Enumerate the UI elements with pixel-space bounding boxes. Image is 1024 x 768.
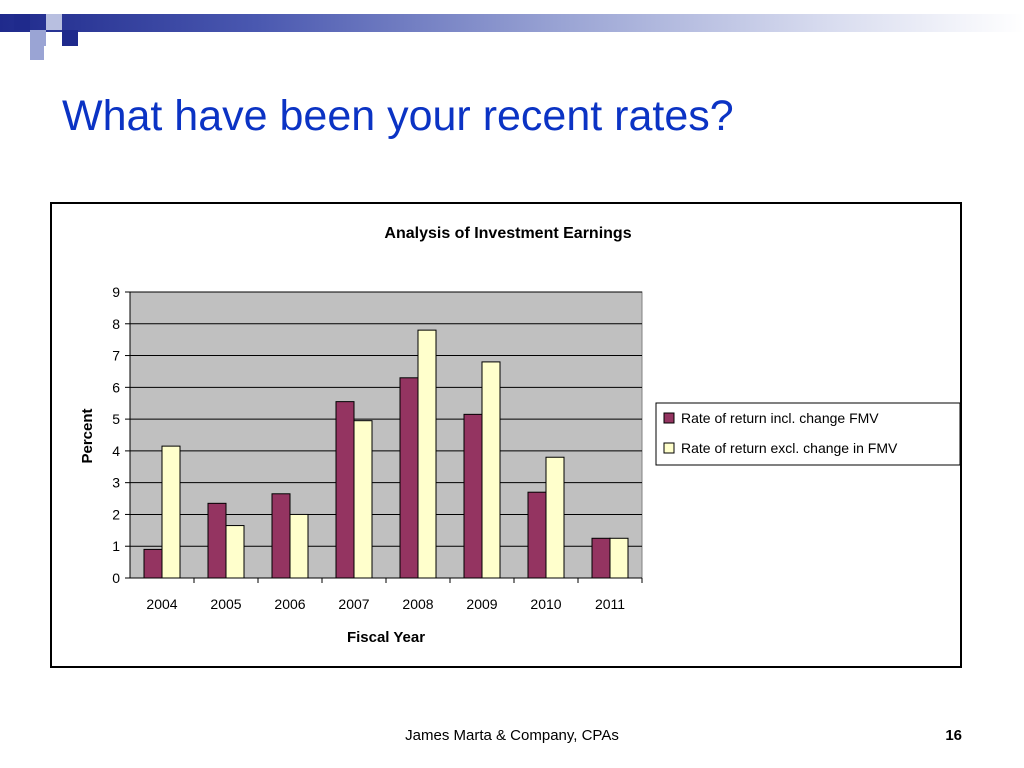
decoration-square-light-1 [30, 30, 46, 46]
bar-incl-2010 [527, 491, 547, 579]
x-axis-label: Fiscal Year [347, 629, 425, 646]
legend-label-excl: Rate of return excl. change in FMV [681, 440, 898, 456]
bar-incl-2011 [591, 537, 611, 579]
bar-excl-2005 [225, 525, 245, 579]
y-tick-label-7: 7 [112, 348, 120, 364]
bar-excl-2011 [609, 537, 629, 579]
y-tick-label-3: 3 [112, 475, 120, 491]
y-tick-label-1: 1 [112, 538, 120, 554]
title-decoration-bar [0, 14, 1024, 32]
y-tick-label-8: 8 [112, 316, 120, 332]
bar-excl-2004 [161, 445, 181, 579]
y-tick-label-0: 0 [112, 570, 120, 586]
x-tick-label-2008: 2008 [402, 596, 433, 612]
legend-label-incl: Rate of return incl. change FMV [681, 410, 879, 426]
x-tick-label-2010: 2010 [530, 596, 561, 612]
x-tick-label-2011: 2011 [595, 596, 625, 612]
plot-area [129, 291, 643, 579]
decoration-square-light-3 [30, 46, 44, 60]
y-tick-label-9: 9 [112, 284, 120, 300]
bar-excl-2006 [289, 513, 309, 579]
legend-swatch-incl [663, 412, 675, 424]
bar-incl-2009 [463, 413, 483, 579]
bar-excl-2009 [481, 361, 501, 579]
bar-excl-2007 [353, 420, 373, 579]
bar-incl-2007 [335, 401, 355, 579]
bar-incl-2005 [207, 502, 227, 579]
x-tick-label-2007: 2007 [338, 596, 369, 612]
bar-excl-2010 [545, 456, 565, 579]
chart-frame: Analysis of Investment Earnings 0 1 2 3 4 5 6 7 8… [50, 202, 962, 668]
bar-excl-2008 [417, 329, 437, 579]
decoration-square-dark-1 [14, 14, 30, 30]
x-tick-label-2005: 2005 [210, 596, 241, 612]
y-tick-label-2: 2 [112, 506, 120, 522]
bar-incl-2006 [271, 493, 291, 579]
y-tick-label-4: 4 [112, 443, 120, 459]
investment-earnings-chart: Analysis of Investment Earnings 0 1 2 3 4 5 6 7 8… [79, 225, 960, 646]
bar-incl-2008 [399, 377, 419, 579]
footer-company: James Marta & Company, CPAs [405, 727, 619, 744]
y-tick-label-6: 6 [112, 379, 120, 395]
legend-swatch-excl [663, 442, 675, 454]
x-tick-label-2009: 2009 [466, 596, 497, 612]
x-tick-label-2006: 2006 [274, 596, 305, 612]
legend-box [655, 402, 960, 466]
chart-title: Analysis of Investment Earnings [384, 225, 631, 242]
page-number: 16 [945, 727, 962, 744]
x-tick-label-2004: 2004 [146, 596, 177, 612]
y-tick-label-5: 5 [112, 411, 120, 427]
bar-incl-2004 [143, 548, 163, 579]
page-title: What have been your recent rates? [62, 92, 734, 140]
decoration-square-light-2 [46, 14, 62, 30]
y-axis-label: Percent [79, 408, 96, 463]
decoration-square-dark-2 [62, 30, 78, 46]
